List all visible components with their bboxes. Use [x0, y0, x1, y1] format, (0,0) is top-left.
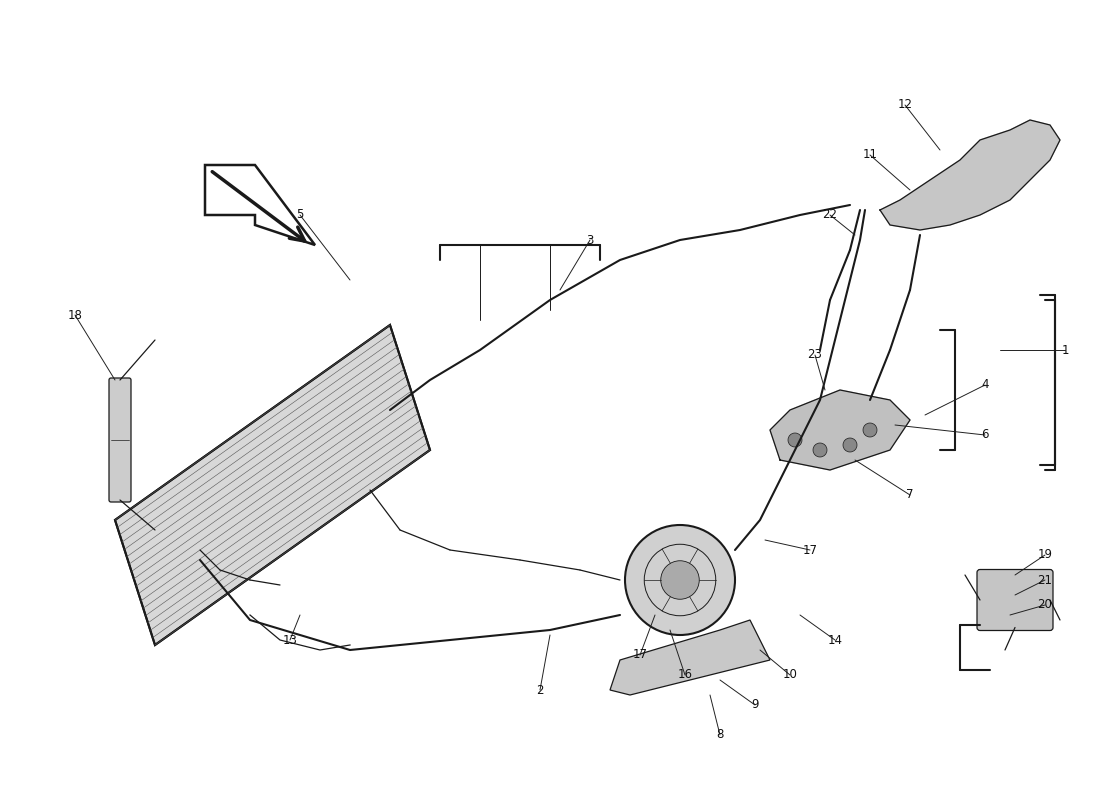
Text: 11: 11: [862, 149, 878, 162]
Circle shape: [843, 438, 857, 452]
Polygon shape: [610, 620, 770, 695]
Text: 23: 23: [807, 349, 823, 362]
Text: 5: 5: [296, 209, 304, 222]
Text: 20: 20: [1037, 598, 1053, 611]
Text: 2: 2: [537, 683, 543, 697]
Text: 19: 19: [1037, 549, 1053, 562]
Circle shape: [813, 443, 827, 457]
Text: 6: 6: [981, 429, 989, 442]
Text: 8: 8: [716, 729, 724, 742]
Text: 18: 18: [67, 309, 82, 322]
FancyBboxPatch shape: [977, 570, 1053, 630]
Text: 7: 7: [906, 489, 914, 502]
Circle shape: [661, 561, 700, 599]
Text: 16: 16: [678, 669, 693, 682]
Circle shape: [788, 433, 802, 447]
FancyBboxPatch shape: [109, 378, 131, 502]
Text: 17: 17: [632, 649, 648, 662]
Text: 4: 4: [981, 378, 989, 391]
Circle shape: [864, 423, 877, 437]
Text: 3: 3: [586, 234, 594, 246]
Circle shape: [625, 525, 735, 635]
Text: 21: 21: [1037, 574, 1053, 586]
Text: 14: 14: [827, 634, 843, 646]
Polygon shape: [770, 390, 910, 470]
Text: 10: 10: [782, 669, 797, 682]
Text: 22: 22: [823, 209, 837, 222]
Text: 9: 9: [751, 698, 759, 711]
Polygon shape: [116, 325, 430, 645]
Polygon shape: [880, 120, 1060, 230]
Text: 12: 12: [898, 98, 913, 111]
Text: 1: 1: [1062, 343, 1069, 357]
Text: 17: 17: [803, 543, 817, 557]
Text: 13: 13: [283, 634, 297, 646]
